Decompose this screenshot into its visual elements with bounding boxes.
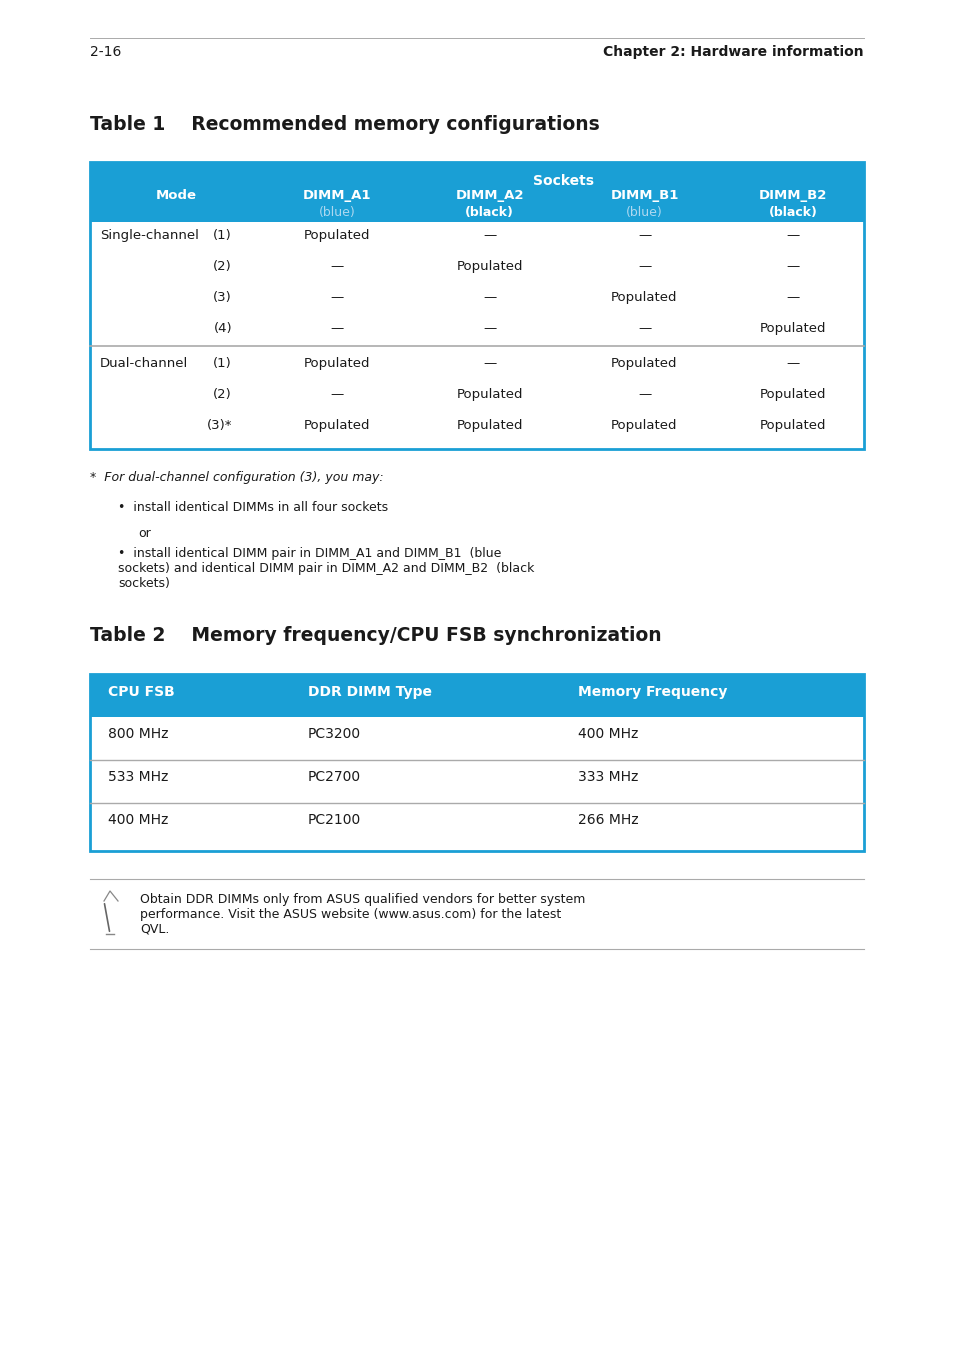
Text: Memory Frequency: Memory Frequency xyxy=(578,685,726,698)
Text: Populated: Populated xyxy=(456,259,522,273)
Text: •  install identical DIMMs in all four sockets: • install identical DIMMs in all four so… xyxy=(118,501,388,513)
Text: Populated: Populated xyxy=(759,388,825,401)
Bar xyxy=(90,674,863,717)
Text: Populated: Populated xyxy=(303,357,370,370)
Text: Chapter 2: Hardware information: Chapter 2: Hardware information xyxy=(602,45,863,59)
Text: Populated: Populated xyxy=(759,322,825,335)
Text: Populated: Populated xyxy=(611,357,677,370)
Text: 333 MHz: 333 MHz xyxy=(578,770,638,784)
Text: (3): (3) xyxy=(213,290,232,304)
Text: DIMM_B2: DIMM_B2 xyxy=(758,189,826,203)
Text: 2-16: 2-16 xyxy=(90,45,121,59)
Text: —: — xyxy=(638,322,651,335)
Text: —: — xyxy=(785,230,799,242)
Text: —: — xyxy=(785,290,799,304)
Text: Table 2    Memory frequency/CPU FSB synchronization: Table 2 Memory frequency/CPU FSB synchro… xyxy=(90,626,661,644)
Text: (black): (black) xyxy=(464,205,514,219)
Text: •  install identical DIMM pair in DIMM_A1 and DIMM_B1  (blue
sockets) and identi: • install identical DIMM pair in DIMM_A1… xyxy=(118,547,534,590)
Text: (1): (1) xyxy=(213,230,232,242)
Text: (3)*: (3)* xyxy=(206,419,232,432)
Text: DDR DIMM Type: DDR DIMM Type xyxy=(308,685,432,698)
Text: Mode: Mode xyxy=(155,189,196,203)
Text: (black): (black) xyxy=(768,205,817,219)
Text: Table 1    Recommended memory configurations: Table 1 Recommended memory configuration… xyxy=(90,115,599,134)
Text: Populated: Populated xyxy=(611,290,677,304)
Text: Populated: Populated xyxy=(611,419,677,432)
Bar xyxy=(90,674,863,851)
Text: —: — xyxy=(482,230,496,242)
Text: Populated: Populated xyxy=(456,388,522,401)
Text: PC2700: PC2700 xyxy=(308,770,361,784)
Text: DIMM_B1: DIMM_B1 xyxy=(610,189,678,203)
Text: 266 MHz: 266 MHz xyxy=(578,813,638,827)
Bar xyxy=(90,162,863,449)
Text: —: — xyxy=(638,388,651,401)
Bar xyxy=(90,162,863,222)
Text: —: — xyxy=(482,357,496,370)
Text: Single-channel: Single-channel xyxy=(100,230,198,242)
Text: (2): (2) xyxy=(213,259,232,273)
Text: —: — xyxy=(482,290,496,304)
Text: (2): (2) xyxy=(213,388,232,401)
Text: —: — xyxy=(330,259,343,273)
Text: Dual-channel: Dual-channel xyxy=(100,357,188,370)
Text: or: or xyxy=(138,527,151,540)
Text: DIMM_A1: DIMM_A1 xyxy=(302,189,371,203)
Text: (blue): (blue) xyxy=(625,205,662,219)
Text: —: — xyxy=(785,259,799,273)
Text: Populated: Populated xyxy=(456,419,522,432)
Text: PC3200: PC3200 xyxy=(308,727,361,740)
Text: (blue): (blue) xyxy=(318,205,355,219)
Text: —: — xyxy=(482,322,496,335)
Text: —: — xyxy=(638,230,651,242)
Text: —: — xyxy=(785,357,799,370)
Text: 533 MHz: 533 MHz xyxy=(108,770,168,784)
Text: 800 MHz: 800 MHz xyxy=(108,727,169,740)
Text: —: — xyxy=(330,290,343,304)
Bar xyxy=(90,674,863,851)
Text: (4): (4) xyxy=(213,322,232,335)
Text: DIMM_A2: DIMM_A2 xyxy=(455,189,523,203)
Text: 400 MHz: 400 MHz xyxy=(108,813,168,827)
Text: —: — xyxy=(330,322,343,335)
Text: Sockets: Sockets xyxy=(532,174,593,188)
Bar xyxy=(90,162,863,449)
Text: Populated: Populated xyxy=(759,419,825,432)
Text: PC2100: PC2100 xyxy=(308,813,361,827)
Text: (1): (1) xyxy=(213,357,232,370)
Text: Populated: Populated xyxy=(303,419,370,432)
Text: Populated: Populated xyxy=(303,230,370,242)
Text: CPU FSB: CPU FSB xyxy=(108,685,174,698)
Text: —: — xyxy=(638,259,651,273)
Text: 400 MHz: 400 MHz xyxy=(578,727,638,740)
Text: Obtain DDR DIMMs only from ASUS qualified vendors for better system
performance.: Obtain DDR DIMMs only from ASUS qualifie… xyxy=(140,893,585,936)
Text: —: — xyxy=(330,388,343,401)
Text: *  For dual-channel configuration (3), you may:: * For dual-channel configuration (3), yo… xyxy=(90,471,383,484)
